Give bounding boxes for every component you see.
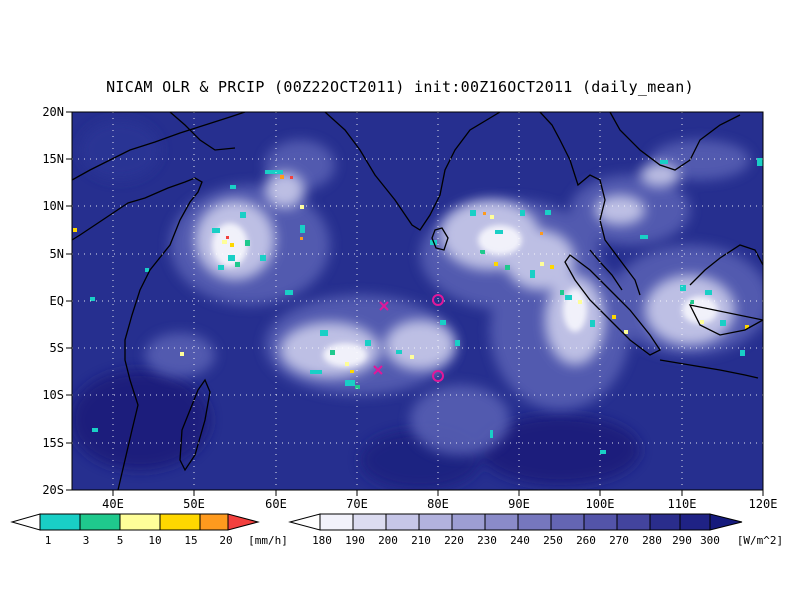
lon-label: 40E xyxy=(102,497,124,511)
precip-field xyxy=(73,158,763,454)
olr-label: 270 xyxy=(609,534,629,547)
lat-label: 10N xyxy=(42,199,64,213)
olr-colorbar xyxy=(288,513,743,531)
lon-label: 90E xyxy=(508,497,530,511)
precip-label: 15 xyxy=(184,534,197,547)
precip-label: 3 xyxy=(83,534,90,547)
olr-label: 190 xyxy=(345,534,365,547)
precip-label: 1 xyxy=(45,534,52,547)
map-title: NICAM OLR & PRCIP (00Z22OCT2011) init:00… xyxy=(106,78,694,96)
lon-label: 110E xyxy=(668,497,697,511)
axis-ticks xyxy=(66,111,764,496)
lat-label: EQ xyxy=(50,294,64,308)
x-marker xyxy=(379,301,389,311)
lat-label: 10S xyxy=(42,388,64,402)
lon-label: 120E xyxy=(749,497,778,511)
x-marker xyxy=(373,365,383,375)
lat-label: 20N xyxy=(42,105,64,119)
lat-label: 15N xyxy=(42,152,64,166)
markers xyxy=(373,294,444,382)
precip-label: 5 xyxy=(117,534,124,547)
olr-label: 260 xyxy=(576,534,596,547)
precip-label: 10 xyxy=(148,534,161,547)
olr-label: 210 xyxy=(411,534,431,547)
lon-label: 60E xyxy=(265,497,287,511)
lon-label: 80E xyxy=(427,497,449,511)
precip-label: 20 xyxy=(219,534,232,547)
lat-label: 5N xyxy=(50,247,64,261)
olr-label: 280 xyxy=(642,534,662,547)
lat-labels: 20N 15N 10N 5N EQ 5S 10S 15S 20S xyxy=(42,105,64,497)
coastlines xyxy=(72,112,763,490)
precip-colorbar-labels: 1 3 5 10 15 20 [mm/h] xyxy=(45,534,288,547)
lon-label: 100E xyxy=(586,497,615,511)
lat-label: 15S xyxy=(42,436,64,450)
lon-labels: 40E 50E 60E 70E 80E 90E 100E 110E 120E xyxy=(102,497,777,511)
olr-colorbar-labels: 180 190 200 210 220 230 240 250 260 270 … xyxy=(312,534,783,547)
circle-marker xyxy=(432,294,444,306)
olr-label: 240 xyxy=(510,534,530,547)
olr-label: 290 xyxy=(672,534,692,547)
olr-label: 250 xyxy=(543,534,563,547)
lat-label: 20S xyxy=(42,483,64,497)
olr-label: 220 xyxy=(444,534,464,547)
olr-label: 300 xyxy=(700,534,720,547)
lon-label: 70E xyxy=(346,497,368,511)
precip-colorbar xyxy=(10,513,260,531)
lat-label: 5S xyxy=(50,341,64,355)
olr-unit: [W/m^2] xyxy=(737,534,783,547)
lon-label: 50E xyxy=(183,497,205,511)
olr-label: 200 xyxy=(378,534,398,547)
olr-label: 180 xyxy=(312,534,332,547)
precip-unit: [mm/h] xyxy=(248,534,288,547)
circle-marker xyxy=(432,370,444,382)
olr-label: 230 xyxy=(477,534,497,547)
